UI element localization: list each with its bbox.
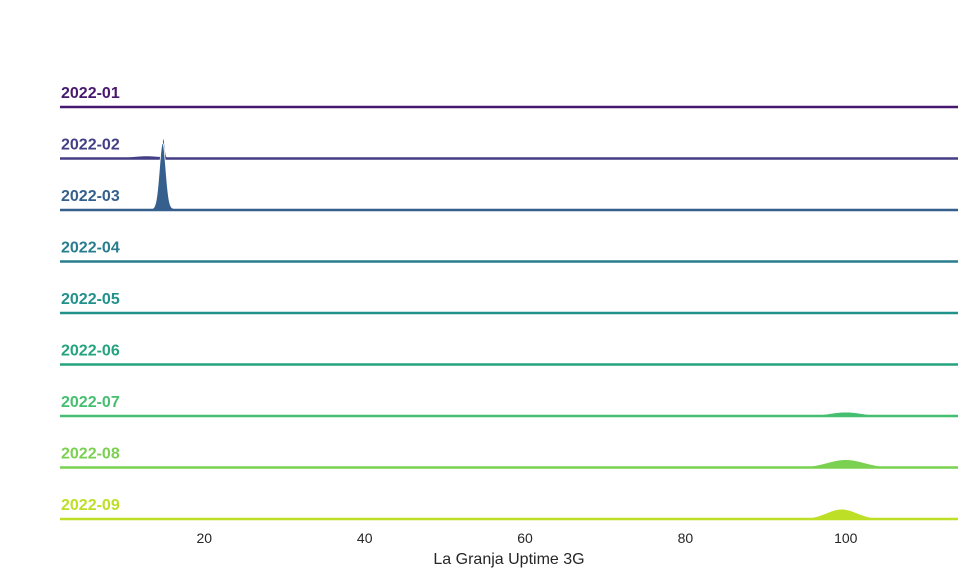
density-area [60,508,958,520]
ridge-label: 2022-04 [61,240,120,257]
ridge-2022-03: 2022-03 [60,141,958,212]
ridge-label: 2022-05 [61,291,120,308]
ridges: 2022-01 2022-02 2022-03 2022-04 2022-05 2022-… [60,85,958,521]
ridge-label: 2022-07 [61,394,120,411]
x-tick-label: 100 [834,530,858,546]
x-axis-ticks: 20 40 60 80 100 [197,530,858,546]
x-tick-label: 40 [357,530,373,546]
x-tick-label: 20 [197,530,213,546]
ridge-2022-02: 2022-02 [60,135,958,160]
x-axis-label: La Granja Uptime 3G [433,551,584,568]
density-area [60,141,958,211]
x-tick-label: 60 [517,530,533,546]
ridge-2022-04: 2022-04 [60,240,958,263]
ridge-label: 2022-02 [61,137,120,154]
ridge-label: 2022-01 [61,85,120,102]
x-tick-label: 80 [678,530,694,546]
density-area [60,135,958,159]
ridge-2022-09: 2022-09 [60,497,958,521]
ridge-label: 2022-03 [61,188,120,205]
ridge-label: 2022-09 [61,497,120,514]
ridge-2022-07: 2022-07 [60,394,958,418]
ridge-2022-08: 2022-08 [60,446,958,469]
ridge-label: 2022-06 [61,343,120,360]
ridge-2022-01: 2022-01 [60,85,958,109]
ridge-2022-05: 2022-05 [60,291,958,315]
ridge-2022-06: 2022-06 [60,343,958,366]
ridge-label: 2022-08 [61,446,120,463]
